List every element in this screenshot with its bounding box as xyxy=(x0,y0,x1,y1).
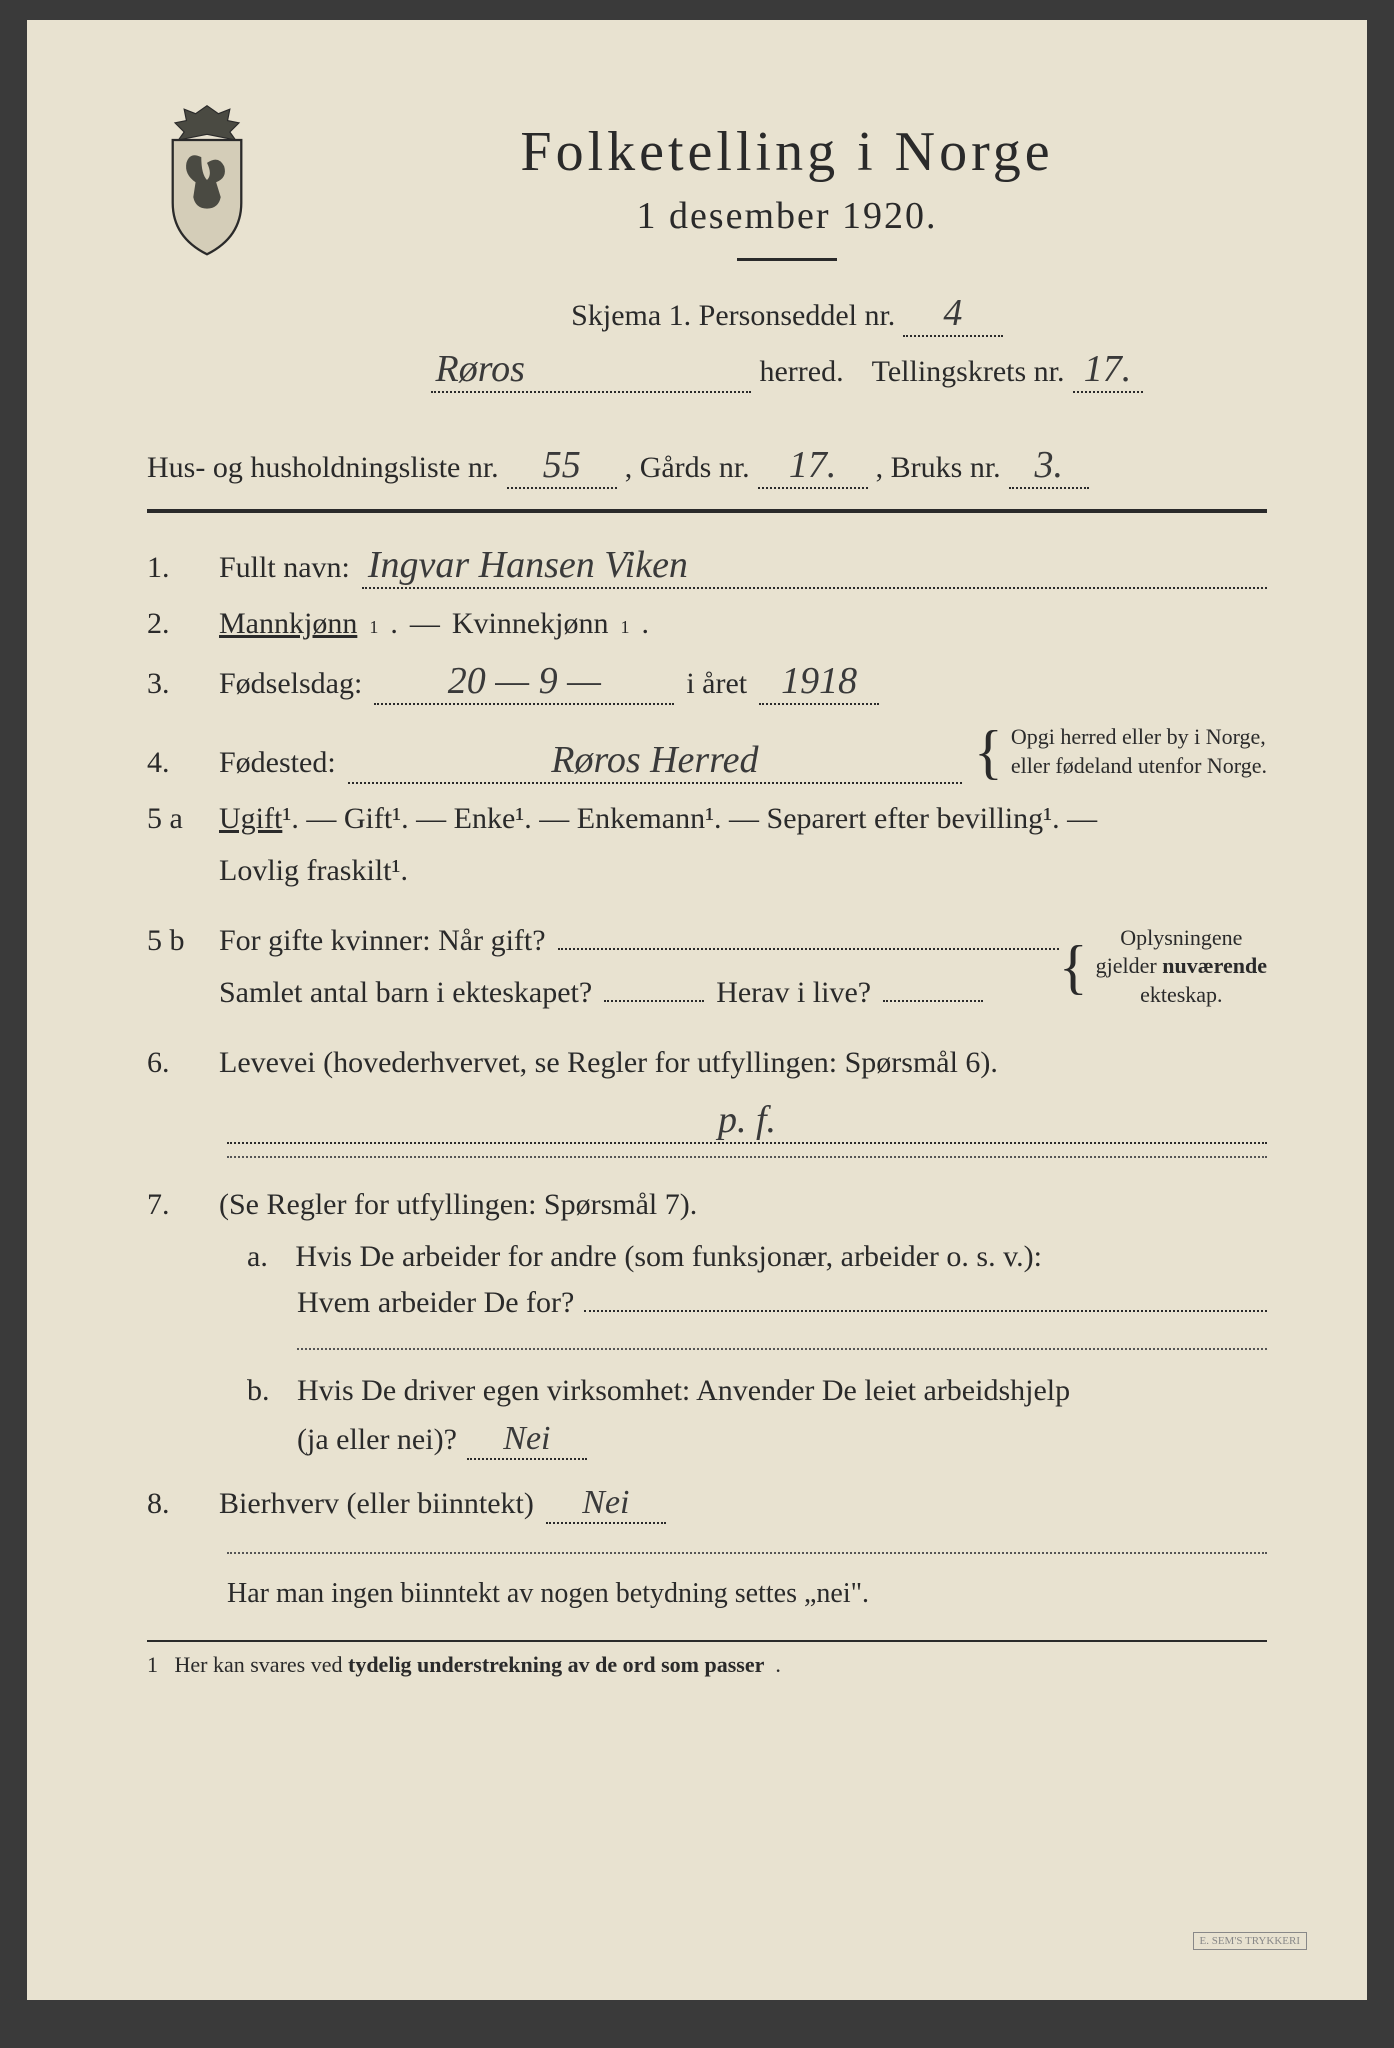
herred-value: Røros xyxy=(431,347,751,393)
skjema-label: Skjema 1. Personseddel nr. xyxy=(571,299,895,332)
q7-label: (Se Regler for utfyllingen: Spørsmål 7). xyxy=(219,1188,697,1222)
header: Folketelling i Norge 1 desember 1920. Sk… xyxy=(147,100,1267,403)
gards-label: , Gårds nr. xyxy=(625,451,750,485)
brace-icon-2: { xyxy=(1059,952,1088,982)
brace-icon: { xyxy=(974,737,1003,767)
q2-sup2: 1 xyxy=(620,617,629,638)
q2-dash: — xyxy=(410,607,440,641)
q4-label: Fødested: xyxy=(219,746,336,780)
meta-line2: Røros herred. Tellingskrets nr. 17. xyxy=(307,347,1267,393)
footnote: 1 Her kan svares ved tydelig understrekn… xyxy=(147,1640,1267,1678)
q1-value: Ingvar Hansen Viken xyxy=(362,543,1267,589)
q4-value: Røros Herred xyxy=(348,738,962,784)
q5b-barn-value xyxy=(604,1000,704,1002)
divider-top xyxy=(147,509,1267,513)
q7b-label: b. xyxy=(247,1374,270,1407)
tellingskrets-nr: 17. xyxy=(1073,347,1143,393)
q5a-num: 5 a xyxy=(147,802,207,836)
q6-line2 xyxy=(227,1156,1267,1158)
herred-label: herred. xyxy=(759,355,843,389)
bruks-nr: 3. xyxy=(1009,443,1089,489)
q5b-live-value xyxy=(883,1000,983,1002)
gards-nr: 17. xyxy=(758,443,868,489)
meta-line1: Skjema 1. Personseddel nr. 4 xyxy=(307,291,1267,337)
q3-num: 3. xyxy=(147,667,207,701)
q5b-row1: 5 b For gifte kvinner: Når gift? xyxy=(147,924,1059,958)
q5b-num: 5 b xyxy=(147,924,207,958)
q7b-value: Nei xyxy=(467,1420,587,1460)
q7b-text: Hvis De driver egen virksomhet: Anvender… xyxy=(297,1374,1070,1407)
subtitle: 1 desember 1920. xyxy=(307,194,1267,238)
q2-sup1: 1 xyxy=(369,617,378,638)
q5a-row2: Lovlig fraskilt¹. xyxy=(147,854,1267,888)
q5b-row2: Samlet antal barn i ekteskapet? Herav i … xyxy=(147,976,1059,1010)
q5b-gift-value xyxy=(558,924,1059,950)
q7a-q: Hvem arbeider De for? xyxy=(297,1286,1267,1320)
q3-year: 1918 xyxy=(759,659,879,705)
q8-line2 xyxy=(227,1552,1267,1554)
q7-row: 7. (Se Regler for utfyllingen: Spørsmål … xyxy=(147,1188,1267,1222)
personseddel-nr: 4 xyxy=(903,291,1003,337)
q7a-value xyxy=(584,1286,1267,1312)
coat-of-arms-icon xyxy=(147,100,267,260)
q7b: b. Hvis De driver egen virksomhet: Anven… xyxy=(247,1374,1267,1408)
printer-stamp: E. SEM'S TRYKKERI xyxy=(1193,1932,1308,1950)
q7a-label: a. xyxy=(247,1240,268,1273)
title-block: Folketelling i Norge 1 desember 1920. Sk… xyxy=(307,100,1267,403)
q6-answer-line: p. f. xyxy=(147,1098,1267,1144)
census-form-page: Folketelling i Norge 1 desember 1920. Sk… xyxy=(27,20,1367,2000)
q6-num: 6. xyxy=(147,1046,207,1080)
q8-label: Bierhverv (eller biinntekt) xyxy=(219,1487,534,1521)
q6-label: Levevei (hovederhvervet, se Regler for u… xyxy=(219,1046,998,1080)
q4-note: Opgi herred eller by i Norge, eller føde… xyxy=(1011,723,1267,780)
q3-row: 3. Fødselsdag: 20 — 9 — i året 1918 xyxy=(147,659,1267,705)
q5a-line2: Lovlig fraskilt¹. xyxy=(219,854,408,888)
q5b-note-group: { Oplysningene gjelder nuværende ekteska… xyxy=(1059,924,1267,1010)
bruks-label: , Bruks nr. xyxy=(876,451,1001,485)
q7a-text: Hvis De arbeider for andre (som funksjon… xyxy=(295,1240,1042,1273)
q5b-label1: For gifte kvinner: Når gift? xyxy=(219,924,546,958)
q5b-block: 5 b For gifte kvinner: Når gift? Samlet … xyxy=(147,906,1267,1028)
bottom-note: Har man ingen biinntekt av nogen betydni… xyxy=(227,1578,1267,1610)
q3-daymonth: 20 — 9 — xyxy=(374,659,674,705)
q8-num: 8. xyxy=(147,1487,207,1521)
q6-row: 6. Levevei (hovederhvervet, se Regler fo… xyxy=(147,1046,1267,1080)
q2-mann: Mannkjønn xyxy=(219,607,357,641)
meta-line3: Hus- og husholdningsliste nr. 55 , Gårds… xyxy=(147,443,1267,489)
q5a-text: Ugift¹. — Gift¹. — Enke¹. — Enkemann¹. —… xyxy=(219,802,1097,836)
title-rule xyxy=(737,258,837,261)
q7-num: 7. xyxy=(147,1188,207,1222)
q1-num: 1. xyxy=(147,551,207,585)
q6-value: p. f. xyxy=(227,1098,1267,1144)
husliste-label: Hus- og husholdningsliste nr. xyxy=(147,451,499,485)
husliste-nr: 55 xyxy=(507,443,617,489)
q7a: a. Hvis De arbeider for andre (som funks… xyxy=(247,1240,1267,1274)
q2-row: 2. Mannkjønn1. — Kvinnekjønn1. xyxy=(147,607,1267,641)
q4-num: 4. xyxy=(147,746,207,780)
q8-row: 8. Bierhverv (eller biinntekt) Nei xyxy=(147,1484,1267,1524)
q4-note-group: { Opgi herred eller by i Norge, eller fø… xyxy=(974,723,1267,780)
main-title: Folketelling i Norge xyxy=(307,120,1267,184)
q5a-row: 5 a Ugift¹. — Gift¹. — Enke¹. — Enkemann… xyxy=(147,802,1267,836)
q7b-q: (ja eller nei)? Nei xyxy=(297,1420,1267,1460)
q1-label: Fullt navn: xyxy=(219,551,350,585)
q5b-note: Oplysningene gjelder nuværende ekteskap. xyxy=(1096,924,1267,1010)
q3-yearlabel: i året xyxy=(686,667,747,701)
q4-row: 4. Fødested: Røros Herred { Opgi herred … xyxy=(147,723,1267,784)
q8-value: Nei xyxy=(546,1484,666,1524)
q7a-line2 xyxy=(297,1348,1267,1350)
tellingskrets-label: Tellingskrets nr. xyxy=(872,355,1065,389)
q1-row: 1. Fullt navn: Ingvar Hansen Viken xyxy=(147,543,1267,589)
q3-label: Fødselsdag: xyxy=(219,667,362,701)
q2-kvinne: Kvinnekjønn xyxy=(452,607,609,641)
q2-num: 2. xyxy=(147,607,207,641)
q5b-label2: Samlet antal barn i ekteskapet? xyxy=(219,976,592,1010)
q5b-label3: Herav i live? xyxy=(716,976,871,1010)
